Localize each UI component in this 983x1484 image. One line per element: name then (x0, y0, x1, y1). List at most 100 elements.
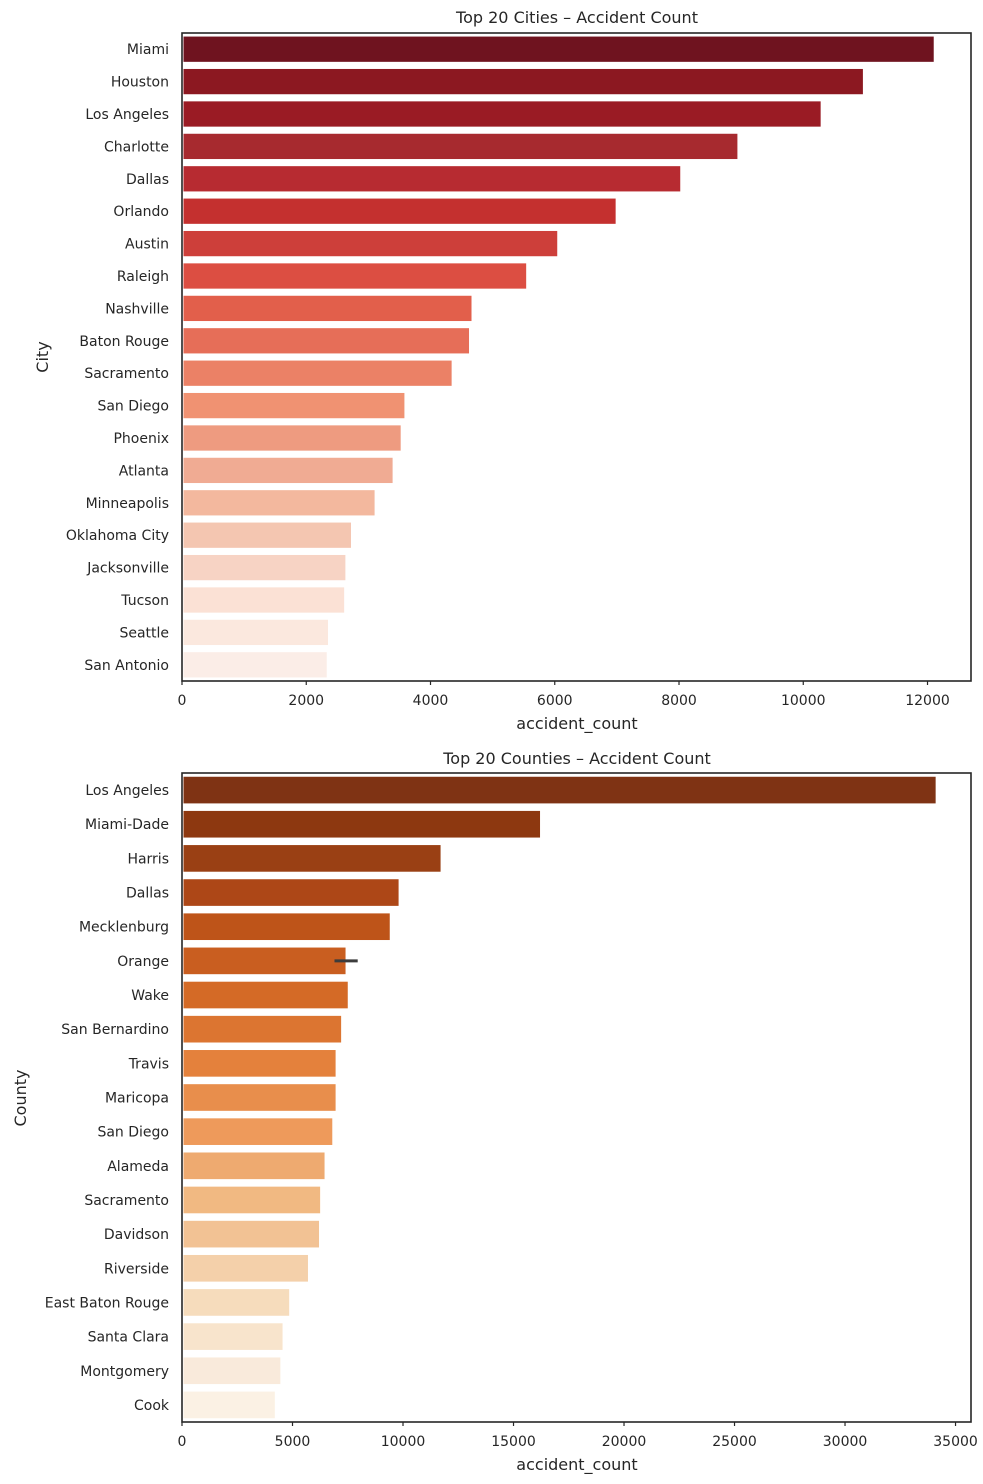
bar (183, 652, 327, 678)
y-tick-label: Dallas (126, 172, 169, 188)
y-tick-label: Charlotte (104, 139, 169, 155)
y-tick-label: Phoenix (113, 431, 169, 447)
bar (183, 947, 346, 975)
bar (183, 36, 934, 62)
bar (183, 133, 738, 160)
y-tick-label: Los Angeles (85, 783, 169, 799)
bar (183, 1254, 308, 1282)
y-tick-label: Mecklenburg (79, 920, 169, 936)
bar (183, 981, 348, 1009)
y-tick-label: Atlanta (119, 463, 169, 479)
x-tick-label: 25000 (712, 1434, 757, 1450)
bar (183, 328, 470, 354)
x-tick-label: 20000 (602, 1434, 647, 1450)
bar (183, 810, 541, 838)
y-tick-label: Travis (128, 1056, 169, 1072)
y-tick-label: San Bernardino (61, 1022, 169, 1038)
bar (183, 457, 393, 484)
axes-frame (181, 772, 972, 1423)
chart-title: Top 20 Cities – Accident Count (455, 8, 698, 27)
x-axis-label: accident_count (516, 714, 637, 734)
bar (183, 619, 328, 646)
x-tick-labels: 0 2000 4000 6000 8000 10000 12000 (178, 681, 950, 709)
x-axis-label: accident_count (516, 1455, 637, 1475)
y-tick-label: Wake (131, 988, 169, 1004)
y-axis-label: City (33, 341, 52, 372)
bar (183, 1289, 290, 1316)
y-tick-label: Los Angeles (85, 107, 169, 123)
y-tick-label: Davidson (104, 1227, 169, 1243)
y-tick-label: Miami-Dade (85, 817, 169, 833)
x-tick-label: 0 (178, 1434, 187, 1450)
y-tick-label: Santa Clara (88, 1330, 169, 1346)
y-tick-label: Sacramento (84, 366, 169, 382)
y-tick-label: Baton Rouge (79, 334, 169, 350)
y-tick-label: Maricopa (105, 1091, 169, 1107)
x-tick-label: 12000 (905, 693, 950, 709)
bar-group (183, 36, 934, 678)
bar (183, 198, 616, 224)
y-tick-label: Montgomery (80, 1364, 169, 1380)
y-tick-label: Dallas (126, 886, 169, 902)
y-tick-label: Miami (127, 42, 169, 58)
bar (183, 295, 472, 322)
y-tick-label: Minneapolis (86, 496, 169, 512)
y-tick-label: East Baton Rouge (45, 1295, 169, 1311)
bar (183, 522, 351, 548)
bar (183, 1323, 283, 1350)
x-tick-label: 10000 (381, 1434, 426, 1450)
x-tick-label: 0 (178, 693, 187, 709)
x-tick-label: 6000 (537, 693, 573, 709)
x-tick-label: 4000 (413, 693, 449, 709)
y-tick-label: Orlando (113, 204, 169, 220)
bar (183, 554, 346, 581)
y-tick-label: Oklahoma City (66, 528, 169, 544)
x-tick-label: 5000 (275, 1434, 311, 1450)
bar (183, 1391, 275, 1419)
bar (183, 913, 390, 941)
x-tick-label: 8000 (661, 693, 697, 709)
y-tick-label: Riverside (104, 1261, 169, 1277)
bar (183, 1084, 336, 1111)
y-tick-label: Alameda (107, 1159, 169, 1175)
y-tick-label: Austin (125, 237, 169, 253)
bar (183, 68, 863, 95)
y-tick-label: Sacramento (84, 1193, 169, 1209)
bar-group (183, 776, 936, 1419)
bar (183, 263, 527, 289)
y-tick-label: Orange (117, 954, 169, 970)
bar (183, 845, 441, 872)
x-tick-label: 10000 (781, 693, 826, 709)
bar (183, 1118, 333, 1145)
bar (183, 101, 821, 127)
chart-title: Top 20 Counties – Accident Count (442, 749, 711, 768)
y-axis-label: County (11, 1070, 30, 1127)
bar (183, 1152, 325, 1180)
bar (183, 776, 936, 804)
bar (183, 1050, 336, 1077)
bar (183, 230, 558, 257)
y-tick-label: Nashville (105, 301, 169, 317)
bar (183, 425, 401, 451)
counties-chart: Top 20 Counties – Accident Count Los Ang… (11, 749, 978, 1475)
bar (183, 1186, 321, 1214)
cities-chart: Top 20 Cities – Accident Count Miami Hous… (33, 8, 972, 734)
y-tick-labels: Los Angeles Miami-Dade Harris Dallas Mecklen… (45, 783, 170, 1414)
y-tick-label: Tucson (120, 593, 169, 609)
y-tick-label: San Diego (97, 399, 169, 415)
y-tick-label: Harris (127, 851, 169, 867)
y-tick-label: San Antonio (84, 658, 169, 674)
y-tick-label: Cook (134, 1398, 170, 1414)
y-tick-label: Raleigh (117, 269, 169, 285)
bar (183, 1015, 342, 1043)
bar (183, 360, 452, 386)
bar (183, 1220, 320, 1248)
bar (183, 1357, 281, 1385)
x-tick-label: 30000 (823, 1434, 868, 1450)
bar (183, 392, 405, 419)
y-tick-label: Houston (111, 75, 169, 91)
y-tick-label: San Diego (97, 1125, 169, 1141)
axes-frame (181, 32, 972, 682)
bar (183, 490, 375, 516)
